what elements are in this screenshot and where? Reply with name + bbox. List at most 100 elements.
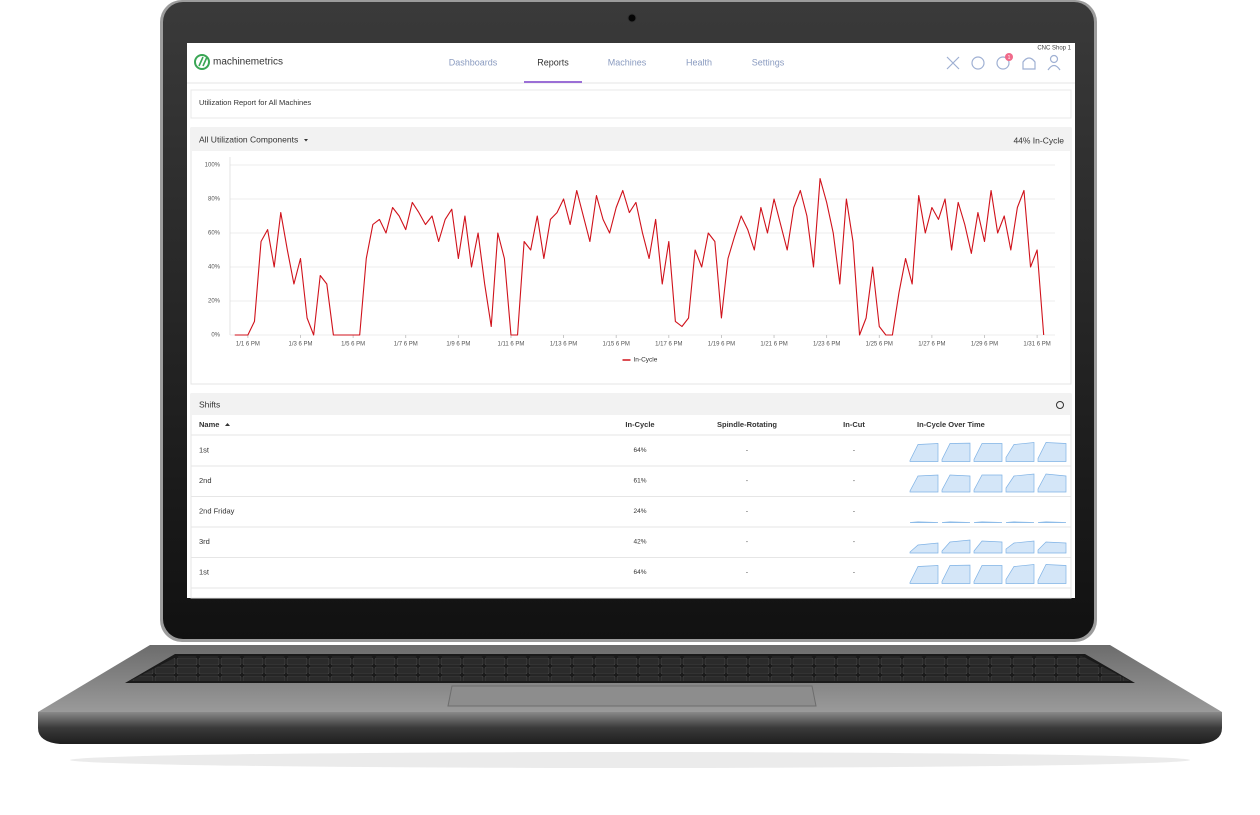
report-title: Utilization Report for All Machines [199, 98, 311, 107]
x-tick-label: 1/17 6 PM [655, 342, 682, 348]
shift-name: 2nd Friday [199, 506, 235, 515]
globe-icon[interactable] [971, 56, 985, 70]
nav-item[interactable]: Settings [752, 57, 785, 67]
x-tick-label: 1/7 6 PM [394, 342, 418, 348]
sparkline-area [1037, 541, 1067, 554]
x-tick-label: 1/29 6 PM [971, 342, 998, 348]
cell-value: 64% [633, 447, 646, 454]
cell-value: - [853, 508, 855, 515]
x-tick-label: 1/25 6 PM [866, 342, 893, 348]
user-icon[interactable] [1049, 54, 1059, 64]
sparkline-area [1037, 442, 1067, 462]
keyboard [130, 656, 1130, 681]
screen: machinemetrics Dashboards Reports Machin… [187, 43, 1075, 599]
sparkline-area [941, 521, 971, 523]
cell-value: - [746, 508, 748, 515]
download-icon[interactable] [1056, 401, 1064, 409]
sparkline-area [1005, 473, 1035, 493]
y-tick-label: 20% [208, 299, 221, 305]
cell-value: - [853, 569, 855, 576]
x-tick-label: 1/15 6 PM [603, 342, 630, 348]
sparkline-area [973, 540, 1003, 554]
y-tick-label: 40% [208, 265, 221, 271]
x-tick-label: 1/1 6 PM [236, 342, 260, 348]
x-tick-label: 1/3 6 PM [288, 342, 312, 348]
nav-underline [524, 81, 582, 83]
notification-badge [1005, 53, 1013, 61]
sparkline-area [941, 442, 971, 462]
logo-mark [202, 56, 208, 67]
x-tick-label: 1/27 6 PM [918, 342, 945, 348]
sparkline-area [1005, 442, 1035, 462]
cell-value: - [853, 478, 855, 485]
sparkline-area [1005, 521, 1035, 523]
sparkline-area [973, 474, 1003, 493]
sparkline-area [1037, 473, 1067, 493]
shift-name: 2nd [199, 476, 212, 485]
shift-name: 1st [199, 567, 210, 576]
nav-item[interactable]: Health [686, 57, 712, 67]
sparkline-area [909, 443, 939, 462]
nav-item[interactable]: Machines [608, 57, 647, 67]
x-tick-label: 1/5 6 PM [341, 342, 365, 348]
sparkline-area [909, 474, 939, 493]
x-tick-label: 1/23 6 PM [813, 342, 840, 348]
notification-count: 1 [1008, 55, 1011, 61]
sparkline-area [973, 565, 1003, 584]
header-icons [946, 54, 1061, 71]
sparkline-area [941, 474, 971, 493]
nav-item-active[interactable]: Reports [537, 57, 569, 67]
x-tick-label: 1/11 6 PM [498, 342, 525, 348]
sparkline-area [941, 539, 971, 554]
logo-text: machinemetrics [213, 57, 283, 68]
cell-value: 42% [633, 539, 646, 546]
account-name[interactable]: CNC Shop 1 [1037, 46, 1071, 52]
sparkline-area [1005, 564, 1035, 584]
y-tick-label: 100% [205, 163, 221, 169]
data-line [234, 178, 1045, 336]
shifts-title: Shifts [199, 399, 220, 409]
cell-value: 61% [633, 478, 646, 485]
alerts-icon[interactable] [996, 56, 1010, 70]
camera [627, 13, 637, 23]
sparkline-area [973, 443, 1003, 462]
cell-value: - [746, 478, 748, 485]
lock-icon[interactable] [1022, 57, 1036, 70]
x-tick-label: 1/9 6 PM [446, 342, 470, 348]
shift-name: 3rd [199, 537, 210, 546]
column-header: In-Cut [843, 420, 865, 429]
component-selector[interactable]: All Utilization Components [199, 134, 298, 144]
x-tick-label: 1/31 6 PM [1023, 342, 1050, 348]
cell-value: - [746, 447, 748, 454]
shifts-header [191, 394, 1071, 415]
sparkline-area [941, 564, 971, 584]
legend-label: In-Cycle [634, 357, 658, 364]
sparkline-area [909, 542, 939, 554]
column-header: Name [199, 420, 219, 429]
sparkline-area [1037, 564, 1067, 584]
dropdown-caret[interactable] [304, 139, 308, 142]
shift-name: 1st [199, 445, 210, 454]
shadow [70, 752, 1190, 768]
report-box [190, 89, 1072, 119]
chart-panel [190, 127, 1072, 385]
shifts-table: Name In-Cycle Spindle-Rotating In-Cut In-Cyc… [199, 420, 1067, 584]
cell-value: - [746, 539, 748, 546]
cell-value: 24% [633, 508, 646, 515]
nav-item[interactable]: Dashboards [449, 57, 498, 67]
y-tick-label: 0% [211, 333, 220, 339]
cell-value: - [746, 569, 748, 576]
panel-header [191, 128, 1071, 151]
tools-icon[interactable] [946, 56, 960, 70]
cell-value: - [853, 447, 855, 454]
sort-caret[interactable] [225, 423, 230, 426]
user-icon[interactable] [1047, 64, 1061, 71]
sparkline-area [1037, 521, 1067, 523]
column-header: In-Cycle [625, 420, 654, 429]
x-tick-label: 1/19 6 PM [708, 342, 735, 348]
sparkline-area [973, 521, 1003, 523]
column-header: Spindle-Rotating [717, 420, 777, 429]
logo-mark [198, 56, 204, 67]
